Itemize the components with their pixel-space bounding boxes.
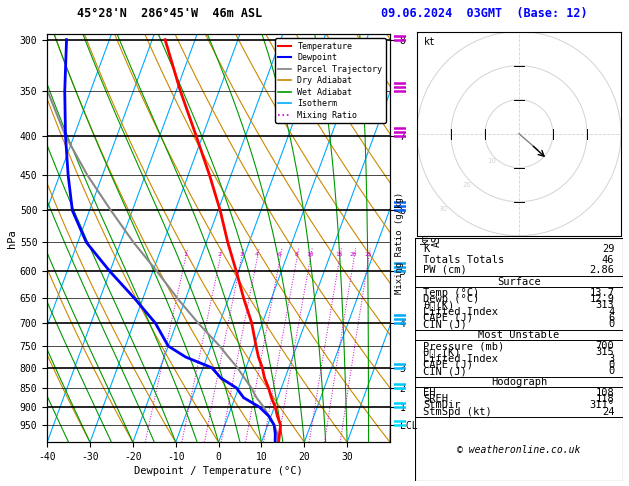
- Text: 311°: 311°: [589, 400, 615, 410]
- Legend: Temperature, Dewpoint, Parcel Trajectory, Dry Adiabat, Wet Adiabat, Isotherm, Mi: Temperature, Dewpoint, Parcel Trajectory…: [275, 38, 386, 123]
- Text: Most Unstable: Most Unstable: [478, 330, 560, 340]
- Text: Pressure (mb): Pressure (mb): [423, 341, 504, 351]
- Text: 3: 3: [239, 252, 243, 257]
- Text: 0: 0: [608, 366, 615, 376]
- Text: Temp (°C): Temp (°C): [423, 288, 480, 297]
- Text: 6: 6: [608, 313, 615, 323]
- Text: 6: 6: [278, 252, 282, 257]
- Text: EH: EH: [423, 388, 436, 398]
- Y-axis label: hPa: hPa: [7, 229, 17, 247]
- Text: θᴇ (K): θᴇ (K): [423, 347, 461, 357]
- Text: 20: 20: [463, 182, 472, 188]
- Text: CAPE (J): CAPE (J): [423, 313, 474, 323]
- Text: 25: 25: [365, 252, 372, 257]
- Text: θᴇ(K): θᴇ(K): [423, 300, 455, 310]
- Text: 118: 118: [596, 394, 615, 404]
- Text: 30: 30: [439, 206, 448, 212]
- Text: Hodograph: Hodograph: [491, 377, 547, 387]
- Text: 10: 10: [487, 158, 496, 164]
- Text: Lifted Index: Lifted Index: [423, 307, 498, 316]
- Text: 2.86: 2.86: [589, 265, 615, 275]
- Text: Dewp (°C): Dewp (°C): [423, 294, 480, 304]
- Text: 700: 700: [596, 341, 615, 351]
- Text: SREH: SREH: [423, 394, 448, 404]
- Text: 2: 2: [218, 252, 221, 257]
- Text: 4: 4: [608, 307, 615, 316]
- Text: K: K: [423, 244, 430, 254]
- Text: 8: 8: [295, 252, 299, 257]
- X-axis label: Dewpoint / Temperature (°C): Dewpoint / Temperature (°C): [134, 466, 303, 476]
- Text: 315: 315: [596, 347, 615, 357]
- Text: 46: 46: [602, 255, 615, 264]
- Text: CAPE (J): CAPE (J): [423, 360, 474, 370]
- Text: Lifted Index: Lifted Index: [423, 354, 498, 364]
- Y-axis label: km
ASL: km ASL: [420, 229, 442, 247]
- Text: 16: 16: [336, 252, 343, 257]
- Text: 45°28'N  286°45'W  46m ASL: 45°28'N 286°45'W 46m ASL: [77, 7, 262, 20]
- Text: StmSpd (kt): StmSpd (kt): [423, 407, 493, 417]
- Text: 10: 10: [306, 252, 314, 257]
- Text: © weatheronline.co.uk: © weatheronline.co.uk: [457, 445, 581, 454]
- Text: 3: 3: [608, 354, 615, 364]
- Text: 29: 29: [602, 244, 615, 254]
- Text: 20: 20: [350, 252, 357, 257]
- Text: 0: 0: [608, 319, 615, 329]
- Text: Surface: Surface: [497, 277, 541, 287]
- Text: PW (cm): PW (cm): [423, 265, 467, 275]
- Text: 13.7: 13.7: [589, 288, 615, 297]
- Text: 313: 313: [596, 300, 615, 310]
- Text: CIN (J): CIN (J): [423, 319, 467, 329]
- Text: 4: 4: [255, 252, 259, 257]
- Text: 24: 24: [602, 407, 615, 417]
- Text: 09.06.2024  03GMT  (Base: 12): 09.06.2024 03GMT (Base: 12): [381, 7, 587, 20]
- Text: 0: 0: [608, 360, 615, 370]
- Text: 108: 108: [596, 388, 615, 398]
- Text: CIN (J): CIN (J): [423, 366, 467, 376]
- Text: Totals Totals: Totals Totals: [423, 255, 504, 264]
- Text: 1: 1: [183, 252, 187, 257]
- Text: kt: kt: [424, 37, 435, 47]
- Text: 12.9: 12.9: [589, 294, 615, 304]
- Text: Mixing Ratio (g/kg): Mixing Ratio (g/kg): [395, 192, 404, 294]
- Text: StmDir: StmDir: [423, 400, 461, 410]
